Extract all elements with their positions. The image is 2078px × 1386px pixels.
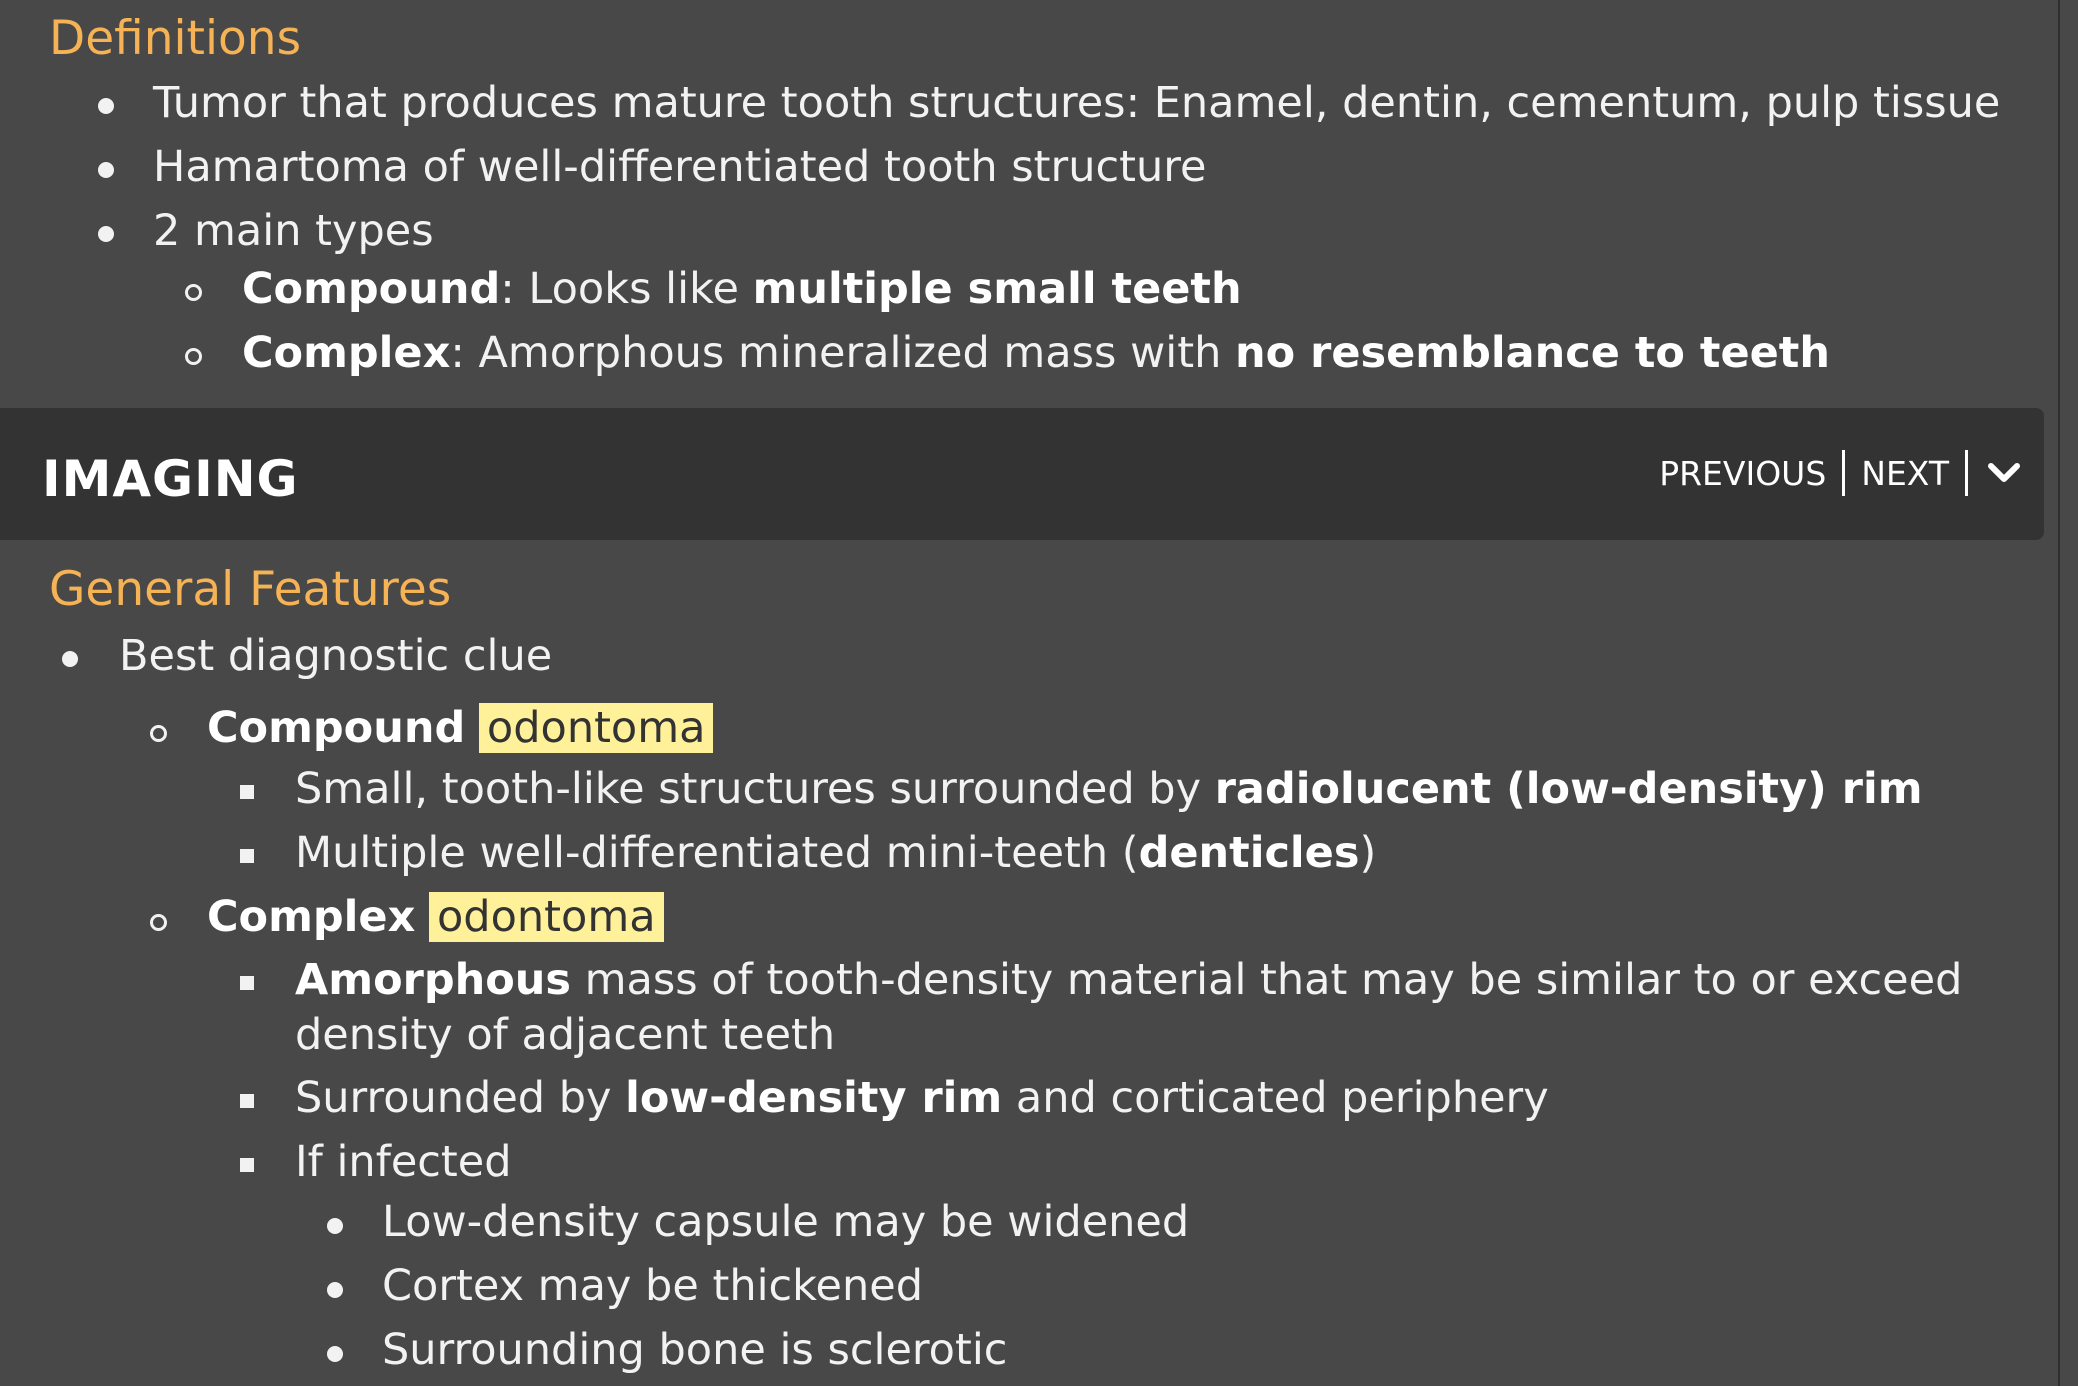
section-title: IMAGING: [42, 450, 299, 508]
type-text: : Amorphous mineralized mass with: [450, 328, 1236, 378]
nav-divider: [1842, 450, 1846, 496]
infected-detail-item: Low-density capsule may be widened: [382, 1197, 1190, 1247]
vertical-scrollbar[interactable]: [2058, 0, 2078, 1386]
imaging-section-header: IMAGING PREVIOUS NEXT: [0, 408, 2044, 540]
type-emphasis: multiple small teeth: [752, 264, 1242, 314]
detail-emphasis: denticles: [1138, 828, 1360, 878]
bullet-square: [240, 785, 254, 799]
bullet-disc: [62, 651, 78, 667]
complex-detail-item: Amorphous mass of tooth-density material…: [295, 955, 1962, 1007]
bullet-circle: [150, 914, 167, 931]
infected-detail-item: Cortex may be thickened: [382, 1261, 923, 1311]
type-complex: Complex: Amorphous mineralized mass with…: [242, 328, 1830, 380]
bullet-square: [240, 976, 254, 990]
search-highlight: odontoma: [478, 703, 714, 753]
detail-emphasis: low-density rim: [625, 1073, 1003, 1123]
bullet-disc: [98, 98, 114, 114]
nav-divider: [1965, 450, 1968, 496]
type-text: : Looks like: [500, 264, 753, 314]
definitions-heading: Definitions: [49, 11, 302, 66]
compound-odontoma-item: Compound odontoma: [207, 703, 714, 755]
definitions-section: Definitions Tumor that produces mature t…: [0, 0, 2050, 408]
bullet-disc: [98, 226, 114, 242]
compound-label: Compound: [207, 703, 466, 753]
infected-detail-item: Surrounding bone is sclerotic: [382, 1325, 1008, 1375]
bullet-disc: [98, 162, 114, 178]
detail-text-after: and corticated periphery: [1002, 1073, 1549, 1123]
search-highlight: odontoma: [429, 892, 664, 942]
complex-detail-item: Surrounded by low-density rim and cortic…: [295, 1073, 1549, 1125]
detail-emphasis: Amorphous: [295, 955, 571, 1005]
previous-link[interactable]: PREVIOUS: [1659, 453, 1827, 493]
bullet-circle: [150, 725, 167, 742]
definition-item: 2 main types: [153, 206, 434, 256]
definition-item: Hamartoma of well-differentiated tooth s…: [153, 142, 1207, 192]
detail-text: Small, tooth-like structures surrounded …: [295, 764, 1215, 814]
best-diagnostic-clue: Best diagnostic clue: [119, 631, 553, 681]
bullet-square: [240, 1094, 254, 1108]
next-link[interactable]: NEXT: [1861, 453, 1949, 493]
complex-label: Complex: [207, 892, 416, 942]
type-label: Compound: [242, 264, 501, 314]
detail-text: mass of tooth-density material that may …: [570, 955, 1963, 1005]
detail-text-after: ): [1359, 828, 1377, 878]
bullet-disc: [327, 1282, 343, 1298]
complex-detail-continuation: density of adjacent teeth: [295, 1010, 836, 1060]
type-compound: Compound: Looks like multiple small teet…: [242, 264, 1242, 316]
detail-text: Multiple well-differentiated mini-teeth …: [295, 828, 1139, 878]
detail-emphasis: radiolucent (low-density) rim: [1214, 764, 1923, 814]
definition-item: Tumor that produces mature tooth structu…: [153, 78, 2001, 128]
bullet-square: [240, 849, 254, 863]
type-label: Complex: [242, 328, 451, 378]
compound-detail-item: Small, tooth-like structures surrounded …: [295, 764, 1923, 816]
if-infected-item: If infected: [295, 1137, 512, 1187]
chevron-down-icon[interactable]: [1984, 453, 2024, 493]
section-nav: PREVIOUS NEXT: [1659, 448, 2024, 498]
compound-detail-item: Multiple well-differentiated mini-teeth …: [295, 828, 1376, 880]
detail-text: Surrounded by: [295, 1073, 626, 1123]
complex-odontoma-item: Complex odontoma: [207, 892, 664, 944]
general-features-heading: General Features: [49, 562, 452, 617]
type-emphasis: no resemblance to teeth: [1235, 328, 1830, 378]
bullet-disc: [327, 1346, 343, 1362]
bullet-circle: [185, 284, 202, 301]
bullet-square: [240, 1158, 254, 1172]
bullet-disc: [327, 1218, 343, 1234]
bullet-circle: [185, 348, 202, 365]
